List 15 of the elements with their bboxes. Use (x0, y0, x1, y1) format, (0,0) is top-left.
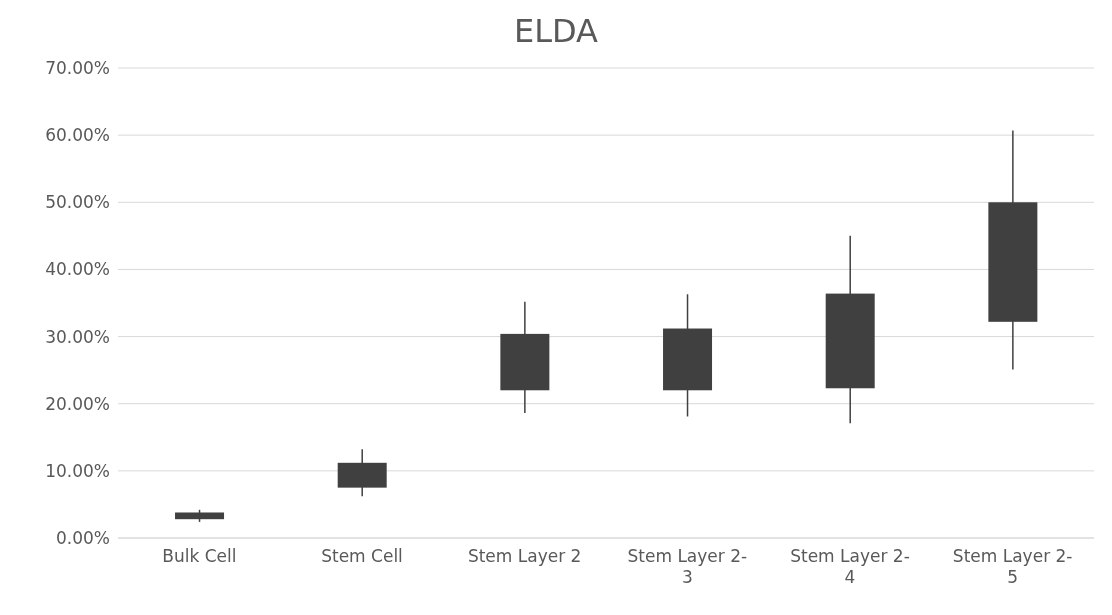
y-tick-label: 10.00% (45, 460, 110, 481)
x-tick-label: Bulk Cell (162, 546, 237, 566)
x-tick-label: Stem Layer 2-5 (952, 546, 1073, 587)
x-tick-label: Stem Layer 2 (467, 546, 582, 566)
y-tick-label: 0.00% (55, 528, 110, 549)
y-tick-label: 50.00% (45, 192, 110, 213)
y-tick-label: 20.00% (45, 393, 110, 414)
y-tick-label: 70.00% (45, 58, 110, 79)
y-tick-label: 30.00% (45, 326, 110, 347)
x-tick-label: Stem Layer 2-3 (627, 546, 748, 587)
chart-title: ELDA (513, 11, 599, 52)
y-tick-label: 40.00% (45, 259, 110, 280)
x-tick-label: Stem Cell (321, 546, 403, 566)
x-tick-label: Stem Layer 2-4 (790, 546, 910, 587)
y-tick-label: 60.00% (45, 125, 110, 146)
